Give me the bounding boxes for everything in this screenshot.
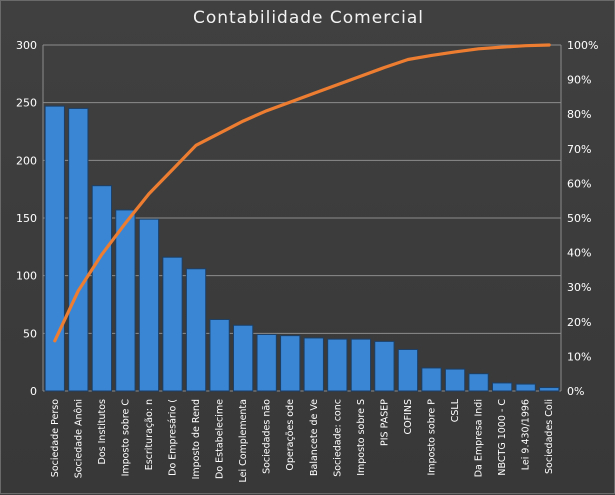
- category-label: Sociedade: conc: [332, 399, 343, 477]
- category-label: Imposto sobre C: [120, 399, 131, 477]
- category-label: PIS PASEP: [379, 399, 390, 446]
- right-tick-label: 20%: [567, 316, 591, 329]
- left-tick-label: 250: [16, 97, 37, 110]
- left-tick-label: 300: [16, 39, 37, 52]
- category-label: Do Estabelecime: [215, 399, 226, 479]
- category-label: Lei Complementa: [238, 399, 249, 483]
- left-tick-label: 50: [23, 327, 37, 340]
- right-axis: 0% 10% 20% 30% 40% 50% 60% 70% 80% 90% 100%: [567, 39, 598, 398]
- right-tick-label: 60%: [567, 177, 591, 190]
- cumulative-line-series: [53, 43, 551, 343]
- bar: [162, 256, 183, 392]
- bar: [115, 209, 136, 392]
- gridlines: [42, 44, 562, 392]
- bar: [303, 337, 324, 392]
- category-label: NBCTG 1000 - C: [497, 399, 508, 476]
- left-tick-label: 100: [16, 270, 37, 283]
- bar: [350, 338, 372, 392]
- category-label: Sociedades não: [262, 399, 273, 474]
- category-label: Sociedades Coli: [544, 399, 555, 474]
- bar: [515, 383, 536, 392]
- bar: [232, 324, 254, 392]
- right-tick-label: 10%: [567, 350, 591, 363]
- category-label: Balancete de Ve: [309, 399, 320, 476]
- category-label: Sociedade Perso: [50, 399, 61, 477]
- category-label: Imposto sobre S: [356, 399, 367, 476]
- category-label: Do Empresário (: [168, 399, 179, 476]
- category-label: Imposto de Rend: [191, 399, 202, 479]
- bar: [91, 185, 113, 392]
- left-axis: 0 50 100 150 200 250 300: [16, 39, 37, 398]
- category-label: Dos Institutos: [97, 399, 108, 465]
- right-tick-label: 80%: [567, 108, 591, 121]
- bar: [138, 218, 160, 392]
- left-tick-label: 0: [30, 385, 37, 398]
- right-tick-label: 30%: [567, 281, 591, 294]
- right-tick-label: 50%: [567, 212, 591, 225]
- category-label: Da Empresa Indi: [474, 399, 485, 477]
- left-tick-label: 150: [16, 212, 37, 225]
- bar: [421, 367, 442, 392]
- right-tick-label: 40%: [567, 247, 591, 260]
- category-label: Lei 9.430/1996: [521, 399, 532, 470]
- category-label: Sociedade Anôni: [73, 399, 84, 478]
- right-tick-label: 70%: [567, 143, 591, 156]
- bar: [280, 335, 301, 392]
- bar: [209, 318, 230, 392]
- bar: [256, 333, 277, 392]
- bar: [185, 268, 207, 392]
- category-label: COFINS: [403, 399, 414, 435]
- category-label: Imposto sobre P: [427, 399, 438, 476]
- right-tick-label: 0%: [567, 385, 584, 398]
- right-tick-label: 100%: [567, 39, 598, 52]
- bar: [68, 107, 89, 392]
- chart-title: Contabilidade Comercial: [192, 8, 425, 28]
- bar: [374, 340, 395, 392]
- bar: [44, 105, 65, 392]
- bar: [491, 382, 513, 392]
- bar: [539, 387, 560, 392]
- category-label: Operações ode: [285, 399, 296, 471]
- right-tick-label: 90%: [567, 74, 591, 87]
- category-label: Escrituração: n: [144, 399, 155, 470]
- cumulative-line: [53, 43, 551, 343]
- bar: [397, 348, 419, 392]
- left-tick-label: 200: [16, 154, 37, 167]
- bar-series: [44, 105, 560, 392]
- category-label: CSLL: [450, 398, 461, 422]
- bar: [468, 373, 489, 392]
- bar: [444, 368, 466, 392]
- bar: [327, 338, 348, 392]
- category-axis: Sociedade Perso Sociedade Anôni Dos Instit…: [50, 398, 555, 482]
